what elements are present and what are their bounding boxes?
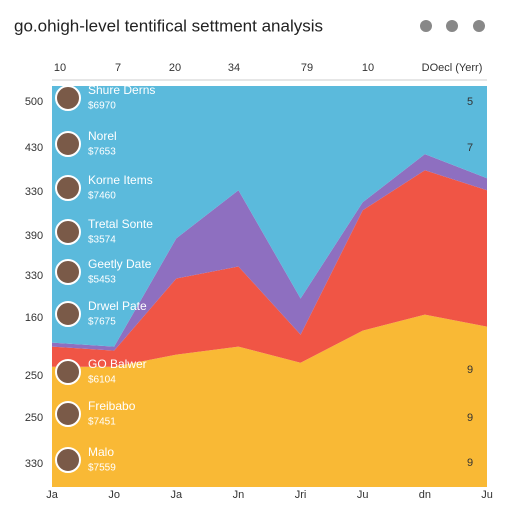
entry-name: Korne Items xyxy=(88,173,153,187)
entry-name: Freibabo xyxy=(88,399,136,413)
left-label: 330 xyxy=(25,458,43,470)
left-label: 250 xyxy=(25,412,43,424)
area xyxy=(52,170,487,367)
area xyxy=(52,86,487,347)
avatar xyxy=(55,175,81,201)
x-tick-label: dn xyxy=(419,489,431,501)
entry-value: $5453 xyxy=(88,275,116,286)
left-label: 390 xyxy=(25,230,43,242)
top-label: 10 xyxy=(54,62,66,74)
left-label: 330 xyxy=(25,270,43,282)
avatar xyxy=(55,131,81,157)
entry-value: $6104 xyxy=(88,375,116,386)
x-tick-label: Ju xyxy=(357,489,369,501)
area xyxy=(52,154,487,351)
right-label: 9 xyxy=(467,412,473,424)
right-label: 9 xyxy=(467,457,473,469)
entry-name: Tretal Sonte xyxy=(88,217,153,231)
icon[interactable] xyxy=(446,20,458,32)
entry-name: Geetly Date xyxy=(88,257,152,271)
entry-value: $3574 xyxy=(88,235,116,246)
right-label: 5 xyxy=(467,96,473,108)
x-tick-label: Ja xyxy=(170,489,183,501)
left-label: 430 xyxy=(25,142,43,154)
entry-value: $7460 xyxy=(88,191,116,202)
x-tick-label: Ju xyxy=(481,489,493,501)
avatar xyxy=(55,359,81,385)
left-label: 330 xyxy=(25,186,43,198)
avatar xyxy=(55,401,81,427)
entry-name: Shure Derns xyxy=(88,83,155,97)
top-label: 79 xyxy=(301,62,313,74)
entry-value: $7675 xyxy=(88,317,116,328)
top-label: 34 xyxy=(228,62,240,74)
entry-name: Drwel Pate xyxy=(88,299,147,313)
left-label: 160 xyxy=(25,312,43,324)
entry-name: Malo xyxy=(88,445,114,459)
entry-value: $7559 xyxy=(88,463,116,474)
top-label: 7 xyxy=(115,62,121,74)
avatar xyxy=(55,259,81,285)
area xyxy=(52,314,487,487)
avatar xyxy=(55,85,81,111)
right-label: 9 xyxy=(467,364,473,376)
entry-value: $7451 xyxy=(88,417,116,428)
top-label: DOecl (Yerr) xyxy=(422,62,483,74)
x-tick-label: Jo xyxy=(108,489,120,501)
entry-name: GO Balwer xyxy=(88,357,147,371)
avatar xyxy=(55,447,81,473)
avatar xyxy=(55,301,81,327)
icon[interactable] xyxy=(420,20,432,32)
right-label: 7 xyxy=(467,142,473,154)
entry-value: $7653 xyxy=(88,147,116,158)
x-tick-label: Ja xyxy=(46,489,59,501)
entry-name: Norel xyxy=(88,129,117,143)
avatar xyxy=(55,219,81,245)
chart-title: go.ohigh-level tentifical settment analy… xyxy=(14,16,323,35)
icon[interactable] xyxy=(473,20,485,32)
top-label: 10 xyxy=(362,62,374,74)
left-label: 250 xyxy=(25,370,43,382)
left-label: 500 xyxy=(25,96,43,108)
entry-value: $6970 xyxy=(88,101,116,112)
top-label: 20 xyxy=(169,62,181,74)
x-tick-label: Jri xyxy=(295,489,307,501)
x-tick-label: Jn xyxy=(233,489,245,501)
